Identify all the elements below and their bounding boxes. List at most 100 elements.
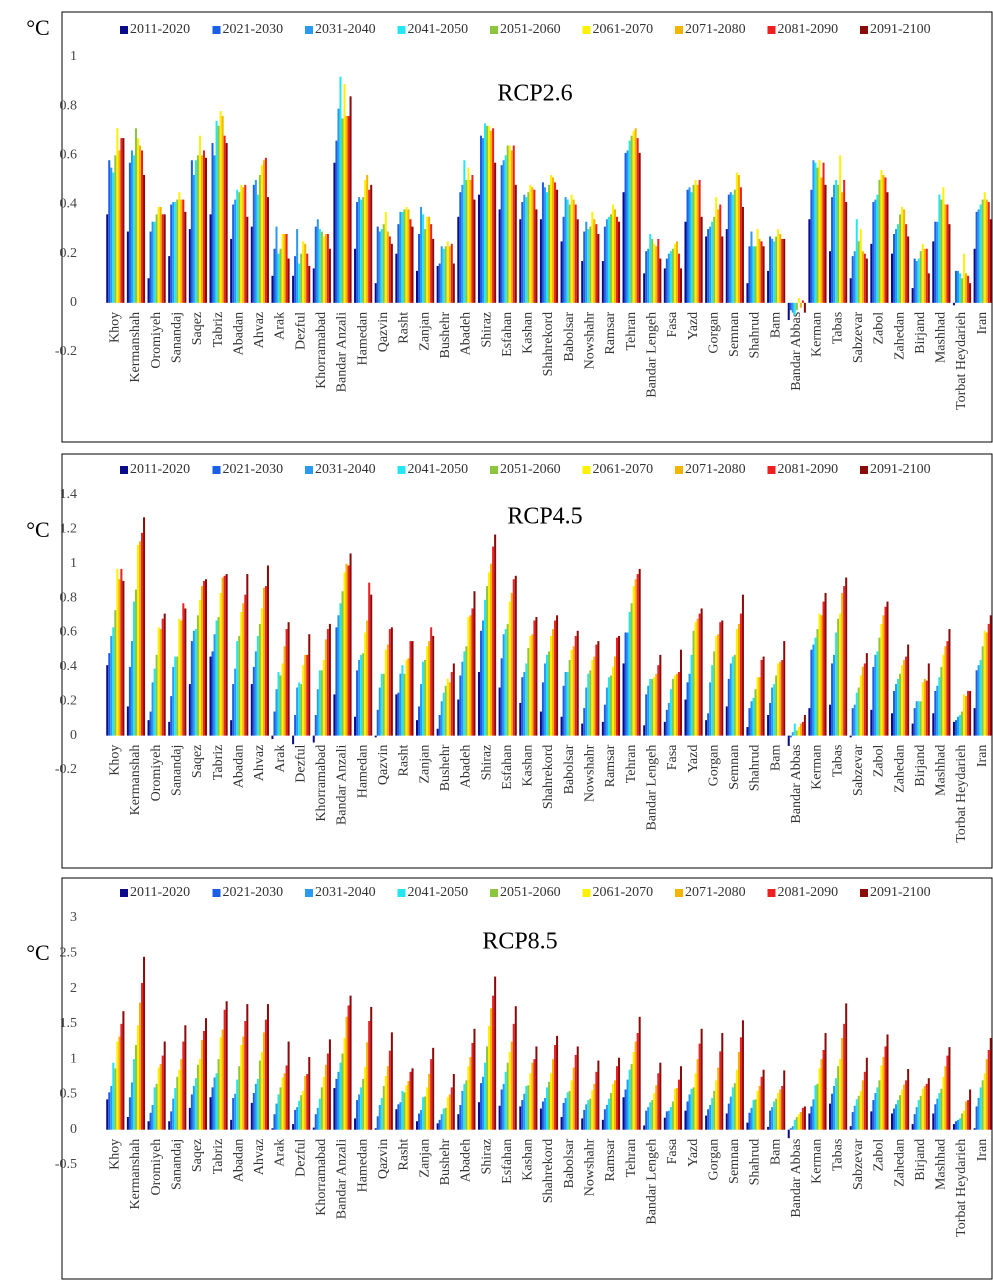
bar [890,713,894,736]
bar [696,1059,699,1130]
bar [132,155,135,303]
bar [944,1066,947,1130]
x-tick-label: Dezful [293,1139,308,1177]
bar [925,248,928,303]
x-tick-label: Ahvaz [252,1139,267,1176]
bar [762,656,765,736]
bar [527,192,530,303]
bar [281,234,284,303]
bar [791,732,794,736]
bar [657,238,660,303]
bar [684,1110,687,1130]
bar [238,635,241,736]
bar [985,199,988,303]
bar [812,1099,815,1130]
bar [643,1125,646,1130]
bar [671,678,674,736]
bar [791,1126,794,1130]
bar [905,224,908,303]
bar [335,140,338,303]
bar [514,575,517,736]
bar [816,167,819,303]
y-axis-unit: °C [26,940,49,965]
bar [230,1119,233,1130]
bar [591,660,594,736]
bar [368,189,371,303]
bar [411,226,414,303]
bar [979,1087,982,1130]
bar [531,187,534,303]
bar [318,229,321,303]
bar [459,192,462,303]
bar [217,125,220,303]
bar [287,1041,290,1130]
bar [568,660,571,736]
x-tick-label: Bam [768,1139,783,1166]
bar [907,236,910,303]
bar [250,1102,253,1130]
bar [118,579,121,736]
bar [552,629,555,736]
bar [326,629,329,736]
bar [461,661,464,736]
bar [961,1113,964,1130]
bar [271,275,274,303]
bar [572,1067,575,1130]
bar [420,206,423,303]
bar [739,1037,742,1130]
bar [422,661,425,736]
bar [977,665,980,736]
bar [304,1076,307,1130]
bar [857,1095,860,1130]
bar [149,231,152,303]
bar [893,234,896,303]
legend-swatch [397,889,406,897]
bar [533,1059,536,1130]
bar [337,615,340,736]
bar [647,248,650,303]
bar [570,194,573,303]
bar [198,1059,201,1130]
x-tick-label: Zabol [872,312,887,345]
bar [622,192,625,303]
bar [771,238,774,303]
bar [626,150,629,303]
bar [649,234,652,303]
bar [506,1062,509,1130]
bar [624,632,627,736]
bar [163,214,166,303]
bar [533,189,536,303]
bar [473,199,476,303]
bar [221,1029,224,1130]
bar [500,1089,503,1130]
bar [477,1102,480,1130]
bar [108,160,111,303]
bar [626,1079,629,1130]
bar [306,253,309,303]
bar [601,721,604,736]
bar [163,613,166,736]
bar [481,1076,485,1130]
bar [426,1087,429,1130]
bar [890,1113,894,1130]
bar [232,1097,235,1130]
bar [793,1119,796,1130]
chart-panel: °C RCP2.6 -0.2 0 0.2 0.4 0.6 0.8 1 2011-2020 2021-… [26,11,993,443]
bar [347,1005,350,1130]
bar [756,677,759,736]
bar [735,629,738,736]
bar [570,1080,573,1130]
bar [618,221,621,303]
bar [880,1065,883,1130]
bar [963,1110,966,1130]
bar [345,563,348,736]
legend-label: 2021-2030 [223,462,284,477]
bar [335,627,338,736]
bar [356,670,359,736]
x-tick-label: Iran [975,1139,990,1162]
x-tick-label: Khoy [108,745,123,776]
bar [758,238,761,303]
bar [741,594,744,736]
legend-swatch [490,889,498,897]
